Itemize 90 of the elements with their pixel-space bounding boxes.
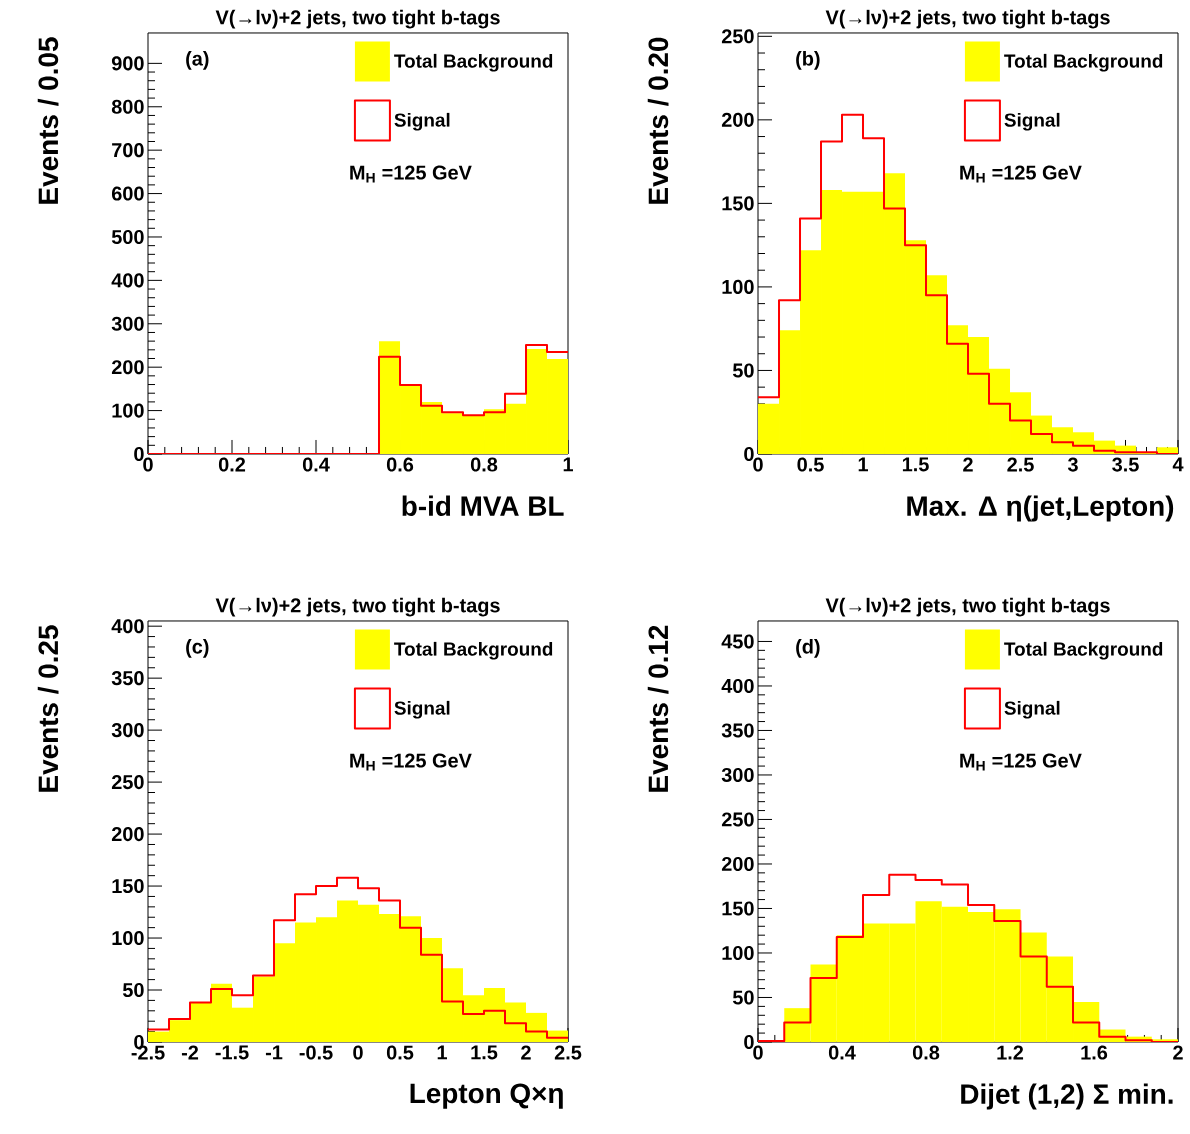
y-axis-title: Events / 0.05 (37, 37, 59, 204)
annotation: M$_{H}$ =125 GeV (350, 165, 472, 183)
x-tick-label: 0.5 (386, 1045, 414, 1060)
legend-label: Total Background (1004, 53, 1163, 72)
x-tick-label: 1.2 (997, 1045, 1024, 1060)
x-tick-label: 0.6 (386, 457, 414, 472)
y-tick-label: 200 (111, 827, 144, 842)
x-tick-label: -2 (181, 1045, 199, 1060)
y-axis-title: Events / 0.12 (647, 625, 669, 792)
x-tick-label: 0.2 (218, 457, 246, 472)
x-tick-label: 0.8 (470, 457, 498, 472)
x-tick-label: 0.8 (912, 1045, 940, 1060)
y-tick-label: 300 (111, 316, 144, 331)
y-tick-label: 400 (111, 273, 144, 288)
x-tick-label: 0.5 (797, 457, 824, 472)
y-tick-label: 150 (722, 901, 754, 916)
y-tick-label: 700 (112, 143, 144, 158)
y-tick-label: 400 (721, 678, 754, 693)
x-tick-label: 0.4 (302, 457, 330, 472)
x-axis-title: Lepton Q×η (410, 1083, 563, 1109)
y-tick-label: 150 (112, 879, 144, 894)
y-tick-label: 250 (111, 775, 144, 790)
y-tick-label: 300 (721, 767, 754, 783)
legend-label: Total Background (1004, 641, 1163, 660)
y-tick-label: 600 (111, 186, 144, 201)
x-tick-label: 2.5 (1007, 457, 1034, 472)
y-tick-label: 450 (721, 634, 754, 649)
x-tick-label: 1 (437, 1045, 447, 1060)
legend-label: Total Background (394, 53, 553, 72)
y-tick-label: 200 (111, 360, 144, 375)
y-tick-label: 200 (721, 112, 754, 127)
x-tick-label: -0.5 (299, 1045, 333, 1060)
x-axis-title: b-id MVA BL (402, 495, 564, 516)
x-tick-label: 1 (563, 457, 573, 472)
x-tick-label: 2 (963, 457, 973, 472)
y-tick-label: 0 (744, 1034, 754, 1050)
y-tick-label: 0 (134, 446, 144, 462)
legend-label: Total Background (394, 641, 553, 660)
x-tick-label: 0 (353, 1045, 363, 1060)
y-tick-label: 0 (744, 446, 754, 462)
x-tick-label: 1.6 (1081, 1045, 1108, 1060)
x-tick-label: 3.5 (1112, 457, 1139, 472)
x-tick-label: 2.5 (554, 1045, 582, 1060)
x-tick-label: -1.5 (215, 1045, 249, 1060)
y-tick-label: 100 (112, 930, 144, 946)
legend-label: Signal (394, 700, 450, 719)
annotation: M$_{H}$ =125 GeV (960, 165, 1082, 183)
y-tick-label: 400 (111, 619, 144, 634)
annotation: (a) (186, 51, 209, 70)
y-axis-title: Events / 0.25 (37, 625, 59, 792)
annotation: (c) (186, 639, 209, 658)
y-tick-label: 50 (122, 982, 144, 998)
x-axis-title: Max. Δ η(jet,Lepton) (907, 495, 1174, 522)
x-tick-label: 3 (1067, 457, 1078, 472)
y-tick-label: 300 (111, 723, 144, 738)
y-tick-label: 50 (732, 363, 754, 378)
x-tick-label: 1 (858, 457, 868, 472)
y-tick-label: 500 (111, 229, 144, 245)
legend-label: Signal (1004, 700, 1060, 719)
x-axis-title: Dijet (1,2) Σ min. (961, 1083, 1173, 1110)
chart-title: V(→lν)+2 jets, two tight b-tags (825, 9, 1110, 29)
x-tick-label: 1.5 (902, 457, 929, 472)
annotation: (b) (796, 51, 820, 70)
legend-label: Signal (1004, 112, 1060, 131)
y-tick-label: 50 (732, 990, 754, 1005)
y-tick-label: 900 (111, 56, 144, 71)
chart-title: V(→lν)+2 jets, two tight b-tags (215, 597, 500, 617)
y-tick-label: 100 (112, 403, 144, 418)
y-tick-label: 350 (111, 671, 144, 686)
y-tick-label: 200 (721, 856, 754, 872)
chart-title: V(→lν)+2 jets, two tight b-tags (215, 9, 500, 29)
chart-title: V(→lν)+2 jets, two tight b-tags (825, 597, 1110, 617)
y-tick-label: 100 (722, 945, 754, 961)
y-tick-label: 150 (722, 196, 754, 211)
y-tick-label: 350 (721, 723, 754, 738)
annotation: M$_{H}$ =125 GeV (350, 753, 472, 771)
x-tick-label: 0.4 (828, 1045, 856, 1060)
y-tick-label: 250 (721, 29, 754, 44)
y-tick-label: 250 (721, 812, 754, 827)
annotation: (d) (796, 639, 820, 658)
x-tick-label: 1.5 (471, 1045, 498, 1060)
annotation: M$_{H}$ =125 GeV (960, 753, 1082, 771)
y-tick-label: 100 (722, 279, 754, 294)
y-axis-title: Events / 0.20 (647, 37, 669, 204)
x-tick-label: 4 (1172, 457, 1184, 472)
y-tick-label: 800 (111, 99, 144, 114)
x-tick-label: -1 (265, 1045, 283, 1060)
legend-label: Signal (394, 112, 450, 131)
x-tick-label: 2 (521, 1045, 531, 1060)
x-tick-label: 2 (1173, 1045, 1183, 1060)
